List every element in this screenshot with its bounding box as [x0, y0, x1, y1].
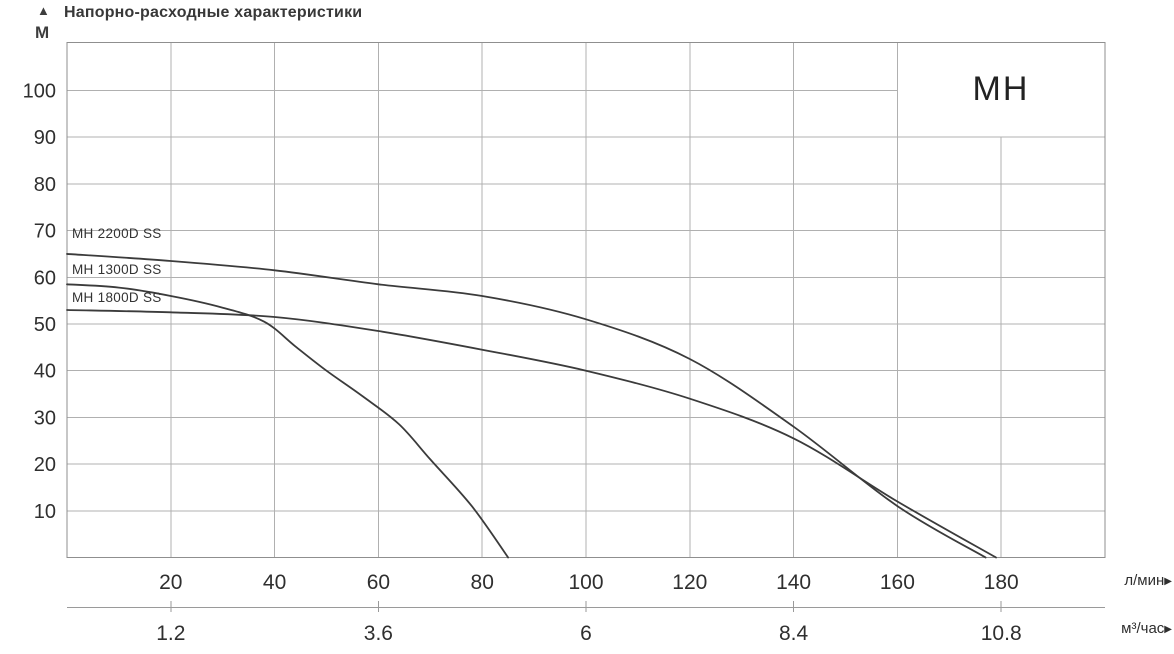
x-axis-unit-lpm-text: л/мин [1124, 572, 1165, 589]
y-tick-label: 30 [34, 407, 56, 429]
x-tick-label: 100 [568, 571, 603, 594]
y-axis-unit-label: М [35, 23, 50, 42]
x-tick-label: 180 [984, 571, 1019, 594]
right-arrow-icon: ▶ [1164, 624, 1172, 635]
y-tick-label: 80 [34, 174, 56, 196]
x-axis-unit-lpm: л/мин▶ [1098, 572, 1172, 589]
x2-tick-label: 10.8 [981, 622, 1022, 645]
curve-label-mh-2200d-ss: MH 2200D SS [72, 226, 162, 241]
x-axis-unit-m3h: м³/час▶ [1098, 620, 1172, 637]
y-tick-label: 50 [34, 314, 56, 336]
plot-border [66, 41, 1106, 559]
y-tick-label: 40 [34, 361, 56, 383]
y-tick-label: 20 [34, 454, 56, 476]
curve-mh-1800d-ss [66, 309, 997, 559]
x2-tick-label: 3.6 [364, 622, 393, 645]
curve-mh-2200d-ss [66, 253, 987, 559]
x2-tick-label: 8.4 [779, 622, 809, 645]
curve-label-mh-1300d-ss: MH 1300D SS [72, 262, 162, 277]
y-tick-label: 10 [34, 501, 56, 523]
x-tick-label: 140 [776, 571, 811, 594]
curve-mh-1300d-ss [66, 283, 509, 559]
series-family-badge: MH [972, 69, 1030, 108]
right-arrow-icon: ▶ [1164, 576, 1172, 587]
x-tick-label: 120 [672, 571, 707, 594]
curve-label-mh-1800d-ss: MH 1800D SS [72, 290, 162, 305]
x-tick-label: 20 [159, 571, 182, 594]
x-tick-label: 40 [263, 571, 286, 594]
x-tick-label: 80 [471, 571, 494, 594]
chart-title: Напорно-расходные характеристики [64, 4, 363, 21]
y-tick-label: 60 [34, 267, 56, 289]
y-tick-label: 100 [23, 81, 56, 103]
x2-tick-label: 6 [580, 622, 592, 645]
y-axis-up-arrow-icon: ▲ [37, 3, 50, 18]
y-tick-label: 90 [34, 127, 56, 149]
y-tick-label: 70 [34, 221, 56, 243]
x2-tick-label: 1.2 [156, 622, 185, 645]
x-axis-unit-m3h-text: м³/час [1121, 620, 1165, 637]
x-tick-label: 60 [367, 571, 390, 594]
x-tick-label: 160 [880, 571, 915, 594]
